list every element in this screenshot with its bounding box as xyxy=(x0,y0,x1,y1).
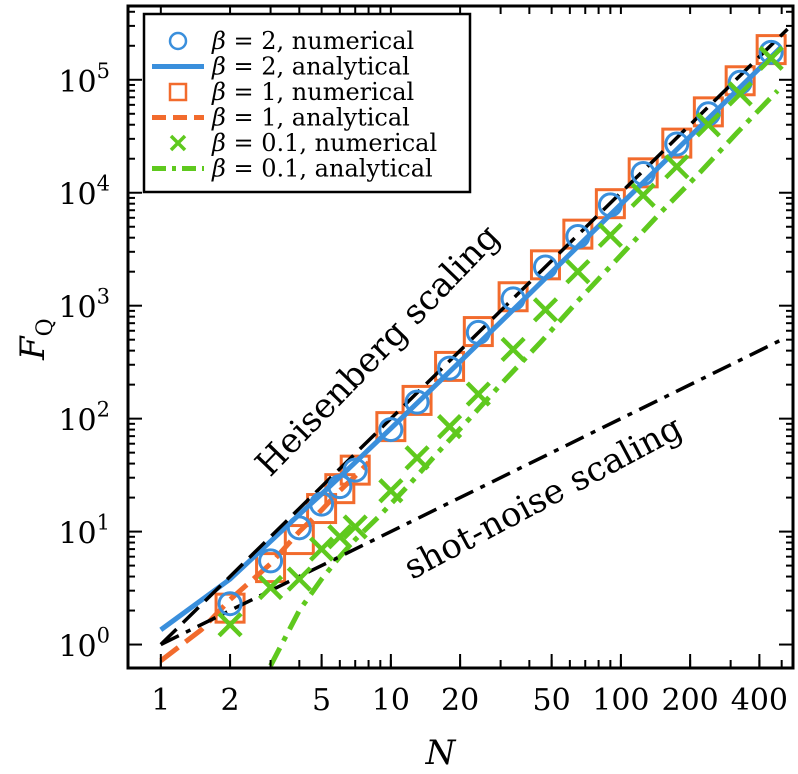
data-point xyxy=(661,127,693,159)
data-point xyxy=(630,182,656,208)
data-point xyxy=(404,389,430,415)
x-tick-label: 100 xyxy=(592,683,649,718)
legend-circle-marker xyxy=(168,31,188,51)
x-tick-label: 20 xyxy=(441,683,479,718)
data-point xyxy=(378,417,404,443)
data-point xyxy=(286,566,312,592)
data-point xyxy=(465,319,491,345)
data-point xyxy=(465,381,491,407)
x-axis-title: N xyxy=(425,733,457,773)
data-point xyxy=(532,254,558,280)
y-tick-label: 102 xyxy=(58,398,110,439)
data-point xyxy=(255,552,287,584)
data-point xyxy=(532,297,559,323)
y-tick-label: 101 xyxy=(58,511,110,552)
data-point xyxy=(565,259,591,285)
data-point xyxy=(664,154,690,180)
y-tick-label: 105 xyxy=(58,59,110,100)
data-point xyxy=(437,355,463,381)
x-tick-label: 1 xyxy=(151,683,170,718)
data-point xyxy=(500,286,526,312)
data-point xyxy=(404,445,430,471)
data-point xyxy=(727,81,753,107)
y-tick-label: 104 xyxy=(58,172,110,213)
y-tick-label: 100 xyxy=(58,624,110,665)
data-point xyxy=(378,478,404,504)
legend-entry-label: β = 2, numerical xyxy=(211,27,414,55)
data-point xyxy=(257,574,284,601)
x-tick-label: 5 xyxy=(312,683,331,718)
data-point xyxy=(286,515,312,541)
x-tick-label: 10 xyxy=(372,683,410,718)
legend-x-marker xyxy=(169,134,187,152)
series-line-shot-noise-scaling xyxy=(160,338,783,647)
data-point xyxy=(664,131,690,157)
data-point xyxy=(436,414,463,440)
legend-entry-label: β = 0.1, analytical xyxy=(211,155,433,183)
legend-square-marker xyxy=(168,82,188,102)
data-point xyxy=(500,336,526,363)
data-point xyxy=(758,45,784,71)
x-tick-label: 50 xyxy=(533,683,571,718)
data-point xyxy=(339,454,371,486)
data-point xyxy=(342,514,368,540)
data-point xyxy=(258,548,284,574)
legend-box xyxy=(142,12,472,194)
data-point xyxy=(597,192,623,218)
data-point xyxy=(309,536,335,562)
legend-marker-swatch xyxy=(168,31,188,51)
data-point xyxy=(565,223,591,249)
legend-entry-label: β = 0.1, numerical xyxy=(211,129,437,157)
data-point xyxy=(630,161,656,187)
data-point xyxy=(217,612,243,638)
y-tick-label: 103 xyxy=(58,285,110,326)
legend-marker-swatch xyxy=(169,134,187,152)
y-axis-title: FQ xyxy=(13,318,58,361)
series-line-heisenberg-scaling xyxy=(159,27,789,646)
x-tick-label: 200 xyxy=(662,683,719,718)
x-tick-label: 2 xyxy=(221,683,240,718)
legend-entry-label: β = 1, analytical xyxy=(211,104,410,132)
legend-marker-swatch xyxy=(168,82,188,102)
data-point xyxy=(758,39,784,65)
legend-entry-label: β = 2, analytical xyxy=(211,53,410,81)
x-tick-label: 400 xyxy=(731,683,788,718)
data-point xyxy=(695,112,721,138)
data-point xyxy=(217,591,243,617)
data-point xyxy=(327,524,353,550)
legend-entry-label: β = 1, numerical xyxy=(211,78,414,106)
data-point xyxy=(342,457,368,483)
data-point xyxy=(597,222,623,248)
data-point xyxy=(627,157,659,189)
data-point xyxy=(327,474,353,500)
series-line--0-1-analytical xyxy=(268,88,780,667)
data-point xyxy=(309,491,335,517)
plot-layer xyxy=(159,27,789,667)
